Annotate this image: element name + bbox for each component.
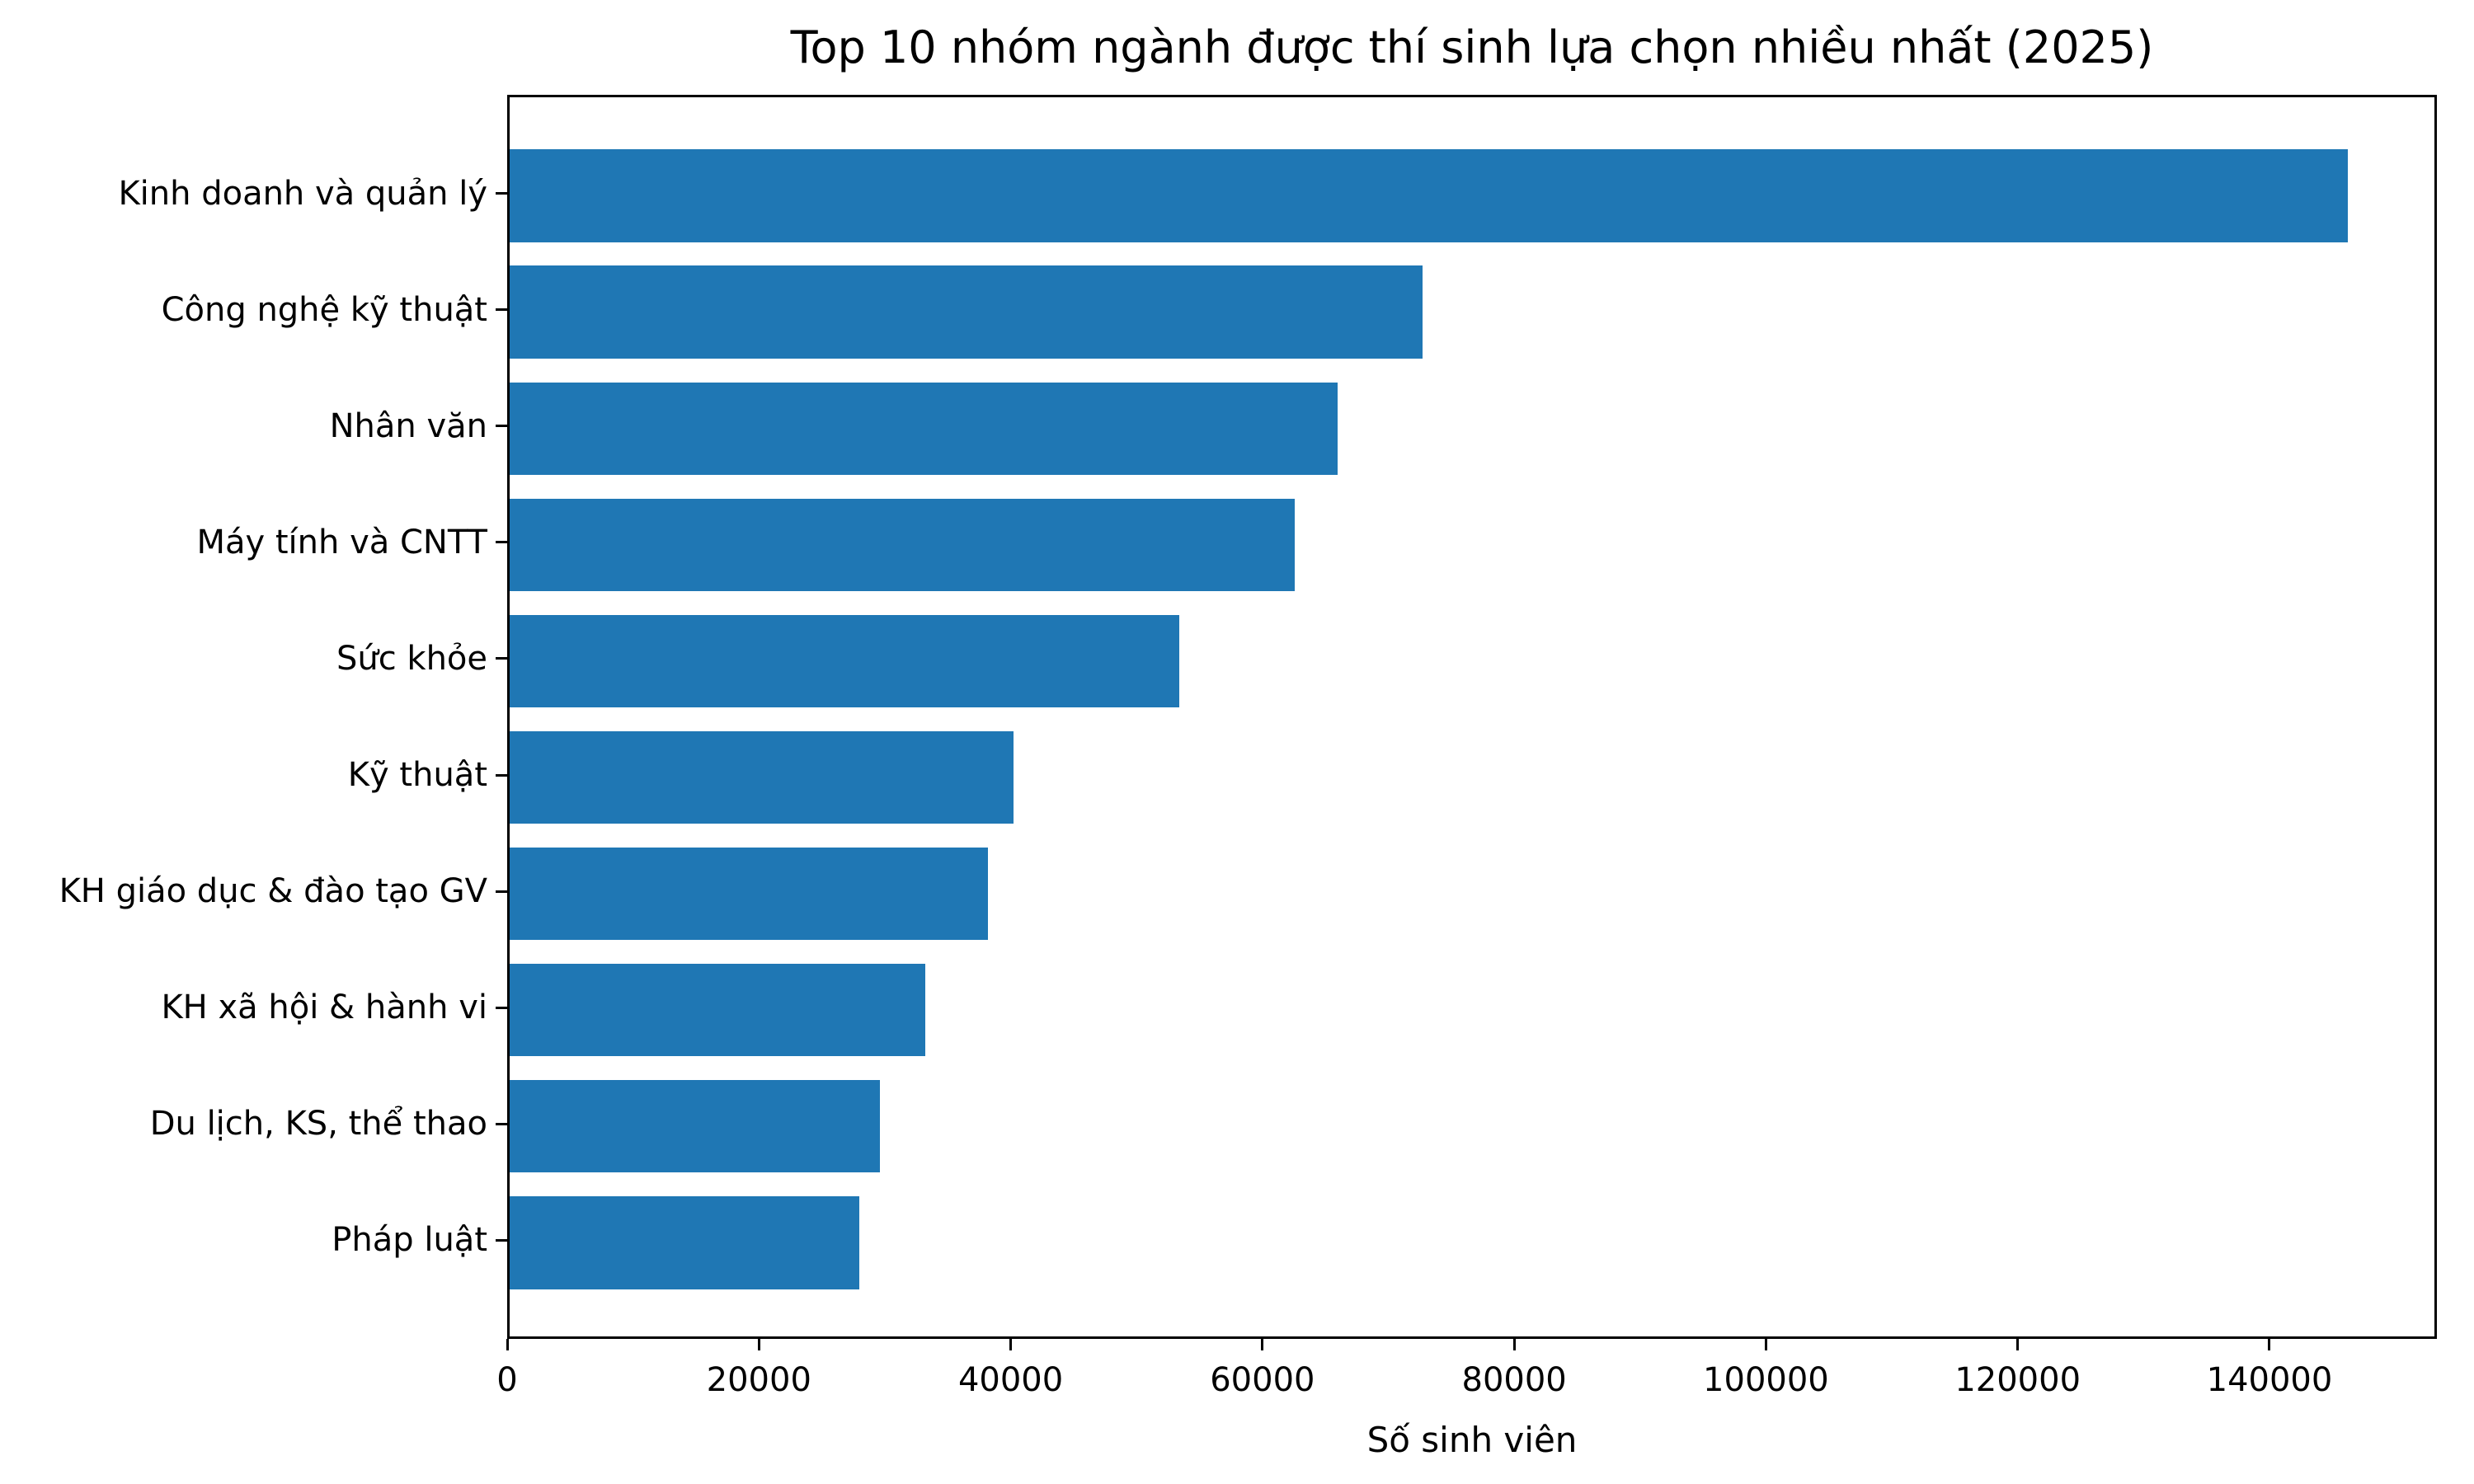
y-tick-mark <box>496 541 507 544</box>
bar <box>510 730 1014 824</box>
x-axis-label: Số sinh viên <box>1366 1420 1578 1460</box>
x-tick-label: 80000 <box>1461 1361 1567 1399</box>
x-tick-label: 20000 <box>706 1361 811 1399</box>
y-tick-mark <box>496 192 507 195</box>
y-tick-label: Du lịch, KS, thể thao <box>149 1105 487 1144</box>
x-tick-mark <box>757 1339 760 1350</box>
x-tick-label: 120000 <box>1954 1361 2081 1399</box>
y-tick-mark <box>496 1006 507 1009</box>
y-tick-label: Sức khỏe <box>336 639 487 678</box>
bar <box>510 847 989 941</box>
x-tick-mark <box>2016 1339 2020 1350</box>
x-tick-label: 60000 <box>1210 1361 1315 1399</box>
y-tick-mark <box>496 1122 507 1125</box>
y-tick-mark <box>496 890 507 893</box>
x-tick-mark <box>506 1339 509 1350</box>
bar <box>510 265 1423 359</box>
x-tick-mark <box>1009 1339 1013 1350</box>
y-tick-label: Công nghệ kỹ thuật <box>161 290 487 329</box>
x-tick-label: 100000 <box>1703 1361 1829 1399</box>
y-tick-mark <box>496 773 507 777</box>
y-tick-mark <box>496 425 507 428</box>
y-tick-label: Nhân văn <box>329 406 487 445</box>
y-tick-mark <box>496 1238 507 1242</box>
x-tick-mark <box>1261 1339 1264 1350</box>
bar <box>510 498 1296 592</box>
bar <box>510 963 925 1057</box>
bar <box>510 614 1180 708</box>
y-tick-label: Máy tính và CNTT <box>196 523 487 561</box>
chart-title: Top 10 nhóm ngành được thí sinh lựa chọn… <box>790 21 2154 73</box>
y-tick-label: KH giáo dục & đào tạo GV <box>59 872 487 911</box>
x-tick-mark <box>1512 1339 1516 1350</box>
y-tick-mark <box>496 657 507 660</box>
y-tick-label: Pháp luật <box>332 1221 487 1260</box>
x-tick-mark <box>2268 1339 2271 1350</box>
bar <box>510 1079 880 1173</box>
x-tick-label: 140000 <box>2206 1361 2333 1399</box>
y-tick-label: Kỹ thuật <box>347 756 487 794</box>
plot-area <box>507 95 2437 1339</box>
y-tick-label: Kinh doanh và quản lý <box>118 174 487 213</box>
x-tick-label: 40000 <box>957 1361 1064 1399</box>
bar <box>510 149 2348 243</box>
bar <box>510 1195 860 1289</box>
y-tick-mark <box>496 308 507 312</box>
bar <box>510 382 1338 476</box>
x-tick-label: 0 <box>496 1361 518 1399</box>
y-tick-label: KH xã hội & hành vi <box>161 989 487 1027</box>
x-tick-mark <box>1764 1339 1767 1350</box>
